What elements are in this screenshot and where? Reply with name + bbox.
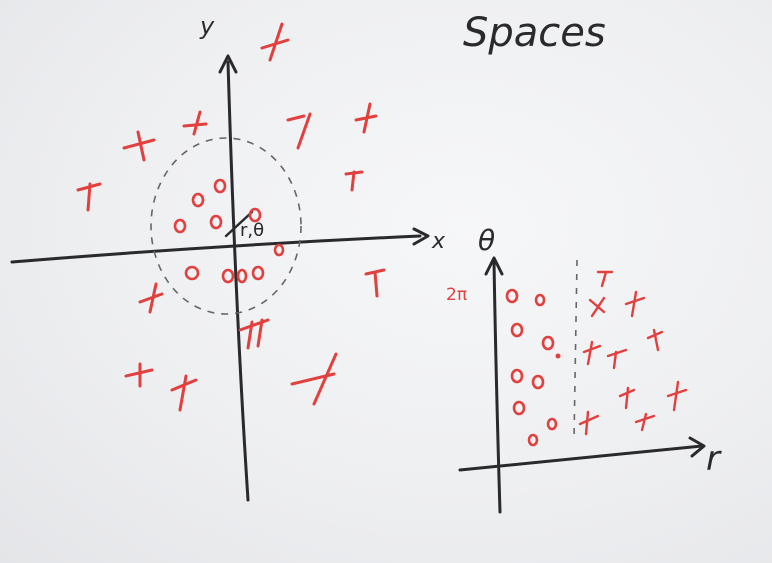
right-o-points bbox=[505, 288, 561, 447]
o-point bbox=[173, 218, 187, 234]
left-plot: x y r,θ bbox=[10, 12, 446, 502]
x-point bbox=[624, 290, 646, 318]
x-point bbox=[596, 270, 614, 288]
o-point bbox=[248, 207, 262, 223]
o-point bbox=[546, 417, 558, 431]
x-point bbox=[122, 130, 156, 162]
x-point bbox=[238, 318, 270, 350]
x-point bbox=[344, 170, 364, 192]
o-point bbox=[541, 335, 555, 351]
o-point bbox=[512, 400, 526, 416]
right-plot: r θ 2π bbox=[446, 224, 722, 514]
right-r-axis bbox=[458, 444, 704, 472]
right-r-arrow bbox=[688, 436, 706, 458]
right-r-label: r bbox=[706, 439, 722, 479]
right-theta-label: θ bbox=[478, 224, 495, 257]
right-x-points bbox=[578, 270, 688, 436]
x-point bbox=[606, 348, 628, 370]
x-point bbox=[364, 268, 386, 298]
x-point bbox=[646, 328, 664, 352]
radius-label: r,θ bbox=[240, 220, 264, 241]
o-point bbox=[534, 293, 546, 307]
o-point bbox=[209, 214, 223, 230]
x-point bbox=[618, 386, 636, 410]
x-point bbox=[76, 182, 102, 212]
x-point bbox=[124, 362, 154, 388]
o-point bbox=[510, 368, 524, 384]
x-point bbox=[588, 296, 606, 318]
o-point bbox=[505, 288, 519, 304]
x-point bbox=[182, 110, 208, 136]
o-point bbox=[213, 178, 227, 194]
left-y-arrow bbox=[218, 54, 238, 74]
x-point bbox=[666, 380, 688, 412]
o-point bbox=[191, 192, 205, 208]
o-point bbox=[273, 243, 285, 257]
dot-point bbox=[555, 353, 561, 359]
x-point bbox=[290, 352, 338, 406]
right-theta-axis bbox=[492, 260, 502, 514]
x-point bbox=[634, 412, 656, 432]
o-point bbox=[251, 265, 265, 281]
left-x-arrow bbox=[412, 227, 430, 246]
o-point bbox=[531, 374, 545, 390]
o-point bbox=[221, 268, 235, 284]
o-point bbox=[527, 433, 539, 447]
class-x-points bbox=[76, 22, 386, 412]
decision-boundary bbox=[573, 259, 578, 441]
x-point bbox=[170, 374, 198, 412]
x-point bbox=[138, 282, 164, 314]
o-point bbox=[184, 265, 200, 281]
x-point bbox=[354, 102, 378, 134]
o-point bbox=[236, 268, 248, 284]
theta-tick-label: 2π bbox=[446, 285, 467, 305]
x-point bbox=[286, 112, 312, 150]
decision-circle bbox=[150, 137, 302, 315]
o-point bbox=[510, 322, 524, 338]
right-theta-arrow bbox=[484, 256, 504, 276]
left-x-label: x bbox=[431, 229, 446, 254]
class-o-points bbox=[173, 178, 285, 284]
left-y-label: y bbox=[199, 12, 215, 40]
radius-arrow bbox=[224, 210, 254, 238]
x-point bbox=[260, 22, 290, 62]
title-text: Spaces bbox=[463, 10, 606, 56]
x-point bbox=[582, 340, 602, 366]
left-x-axis bbox=[10, 234, 422, 264]
x-point bbox=[578, 410, 600, 436]
left-y-axis bbox=[226, 60, 250, 502]
